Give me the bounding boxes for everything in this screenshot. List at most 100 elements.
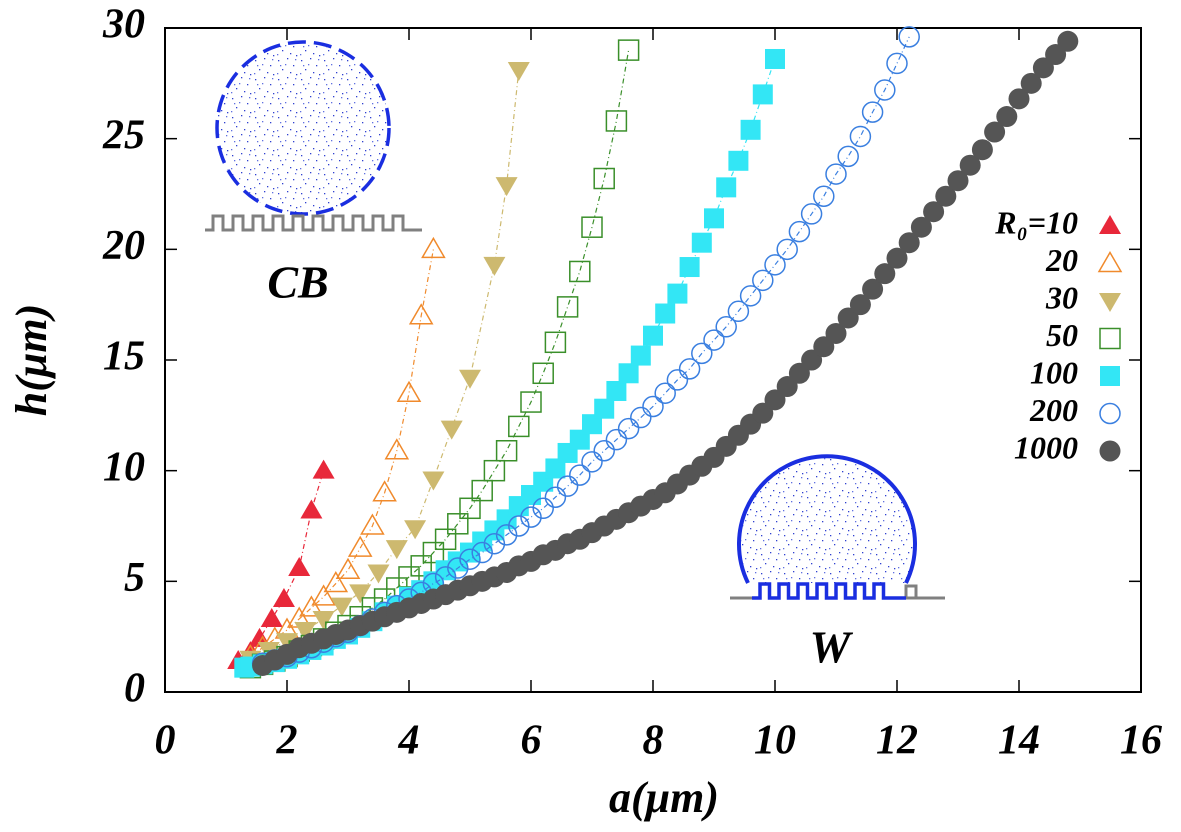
point xyxy=(606,380,627,401)
point xyxy=(837,307,859,329)
y-tick-label: 25 xyxy=(102,112,145,158)
point xyxy=(874,79,896,101)
point xyxy=(666,369,689,391)
point xyxy=(630,406,652,429)
point xyxy=(312,610,335,630)
point xyxy=(495,439,518,462)
point xyxy=(260,607,283,627)
point xyxy=(330,597,353,617)
legend-label: 20 xyxy=(1045,242,1078,278)
legend-marker xyxy=(1097,251,1123,273)
point xyxy=(715,316,737,338)
point xyxy=(862,278,884,300)
point xyxy=(385,540,408,560)
point xyxy=(898,232,920,254)
w-wetted-substrate xyxy=(752,582,906,600)
point xyxy=(740,119,761,140)
point xyxy=(556,296,579,318)
point xyxy=(813,185,835,207)
x-tick-label: 8 xyxy=(643,718,664,764)
point xyxy=(605,110,628,132)
y-tick-label: 30 xyxy=(102,2,145,48)
point xyxy=(996,106,1018,128)
x-axis-label: a(μm) xyxy=(609,773,719,822)
series-line xyxy=(237,470,325,662)
point xyxy=(495,177,518,197)
x-tick-label: 14 xyxy=(998,718,1040,764)
point xyxy=(716,177,737,198)
point xyxy=(372,480,397,502)
point xyxy=(678,358,701,380)
point xyxy=(874,263,896,285)
point xyxy=(440,420,463,440)
point xyxy=(544,486,567,508)
point xyxy=(582,414,602,435)
point xyxy=(800,203,823,225)
point xyxy=(471,479,493,502)
x-tick-label: 6 xyxy=(521,718,542,764)
point xyxy=(825,322,847,344)
point xyxy=(447,557,469,579)
y-tick-label: 5 xyxy=(124,555,145,601)
point xyxy=(691,342,713,365)
point xyxy=(1032,57,1054,79)
legend-label: 200 xyxy=(1029,392,1078,428)
point xyxy=(703,329,725,351)
point xyxy=(294,622,317,642)
insets: CB W xyxy=(205,40,945,673)
point xyxy=(788,362,810,384)
point xyxy=(788,220,811,243)
point xyxy=(813,336,835,358)
point xyxy=(617,417,640,440)
point xyxy=(532,362,554,385)
y-axis-label: h(μm) xyxy=(7,304,56,416)
point xyxy=(667,283,688,304)
point xyxy=(764,389,786,411)
w-substrate xyxy=(730,584,945,600)
annotation: CB xyxy=(267,257,328,308)
point xyxy=(593,439,615,462)
point xyxy=(654,382,676,404)
point xyxy=(422,471,445,491)
point xyxy=(300,499,323,519)
cb-droplet xyxy=(215,40,391,216)
point xyxy=(764,254,786,276)
point xyxy=(520,391,542,413)
point xyxy=(1057,30,1079,52)
point xyxy=(1008,88,1030,110)
point xyxy=(825,163,847,185)
point xyxy=(679,257,700,278)
point xyxy=(367,564,390,584)
point xyxy=(971,139,993,161)
point xyxy=(752,84,773,105)
series-line xyxy=(250,50,630,669)
point xyxy=(605,428,628,451)
point xyxy=(483,532,506,555)
y-tick-label: 0 xyxy=(124,666,145,712)
point xyxy=(483,459,506,482)
point xyxy=(421,236,446,259)
point xyxy=(655,303,676,324)
point xyxy=(849,125,872,148)
point xyxy=(727,300,750,323)
point xyxy=(739,285,762,307)
point xyxy=(312,459,335,479)
point xyxy=(384,438,410,460)
point xyxy=(299,595,324,617)
legend-label: 100 xyxy=(1030,354,1078,390)
point xyxy=(886,247,908,269)
point xyxy=(617,39,640,61)
y-tick-label: 15 xyxy=(103,334,145,380)
point xyxy=(630,345,651,366)
point xyxy=(643,325,663,346)
point xyxy=(483,256,506,276)
point xyxy=(861,101,884,123)
point xyxy=(556,475,579,497)
point xyxy=(507,62,530,82)
point xyxy=(360,513,385,535)
point xyxy=(569,260,591,283)
point xyxy=(408,303,434,325)
point xyxy=(801,349,823,371)
